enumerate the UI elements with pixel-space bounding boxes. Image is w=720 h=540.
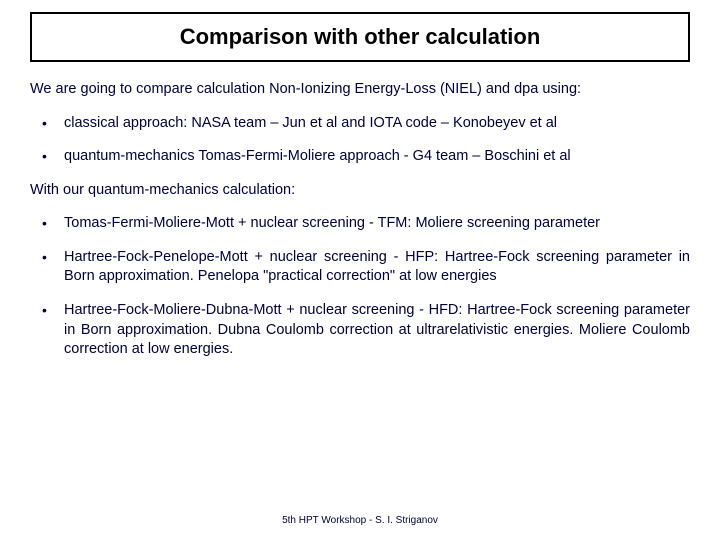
bullet-text: Tomas-Fermi-Moliere-Mott + nuclear scree… [64,214,690,234]
bullet-text: quantum-mechanics Tomas-Fermi-Moliere ap… [64,147,690,167]
bullet-text: Hartree-Fock-Moliere-Dubna-Mott + nuclea… [64,301,690,360]
bullet-text: Hartree-Fock-Penelope-Mott + nuclear scr… [64,248,690,287]
bullet-item: • Hartree-Fock-Moliere-Dubna-Mott + nucl… [30,301,690,360]
mid-line: With our quantum-mechanics calculation: [30,181,690,201]
slide-body: We are going to compare calculation Non-… [30,80,690,374]
bullet-text: classical approach: NASA team – Jun et a… [64,114,690,134]
bullet-item: • quantum-mechanics Tomas-Fermi-Moliere … [30,147,690,167]
bullet-marker: • [42,248,64,287]
bullet-marker: • [42,147,64,167]
bullet-marker: • [42,214,64,234]
bullet-marker: • [42,114,64,134]
bullet-item: • Tomas-Fermi-Moliere-Mott + nuclear scr… [30,214,690,234]
slide-title: Comparison with other calculation [42,24,678,50]
bullet-item: • Hartree-Fock-Penelope-Mott + nuclear s… [30,248,690,287]
bullet-item: • classical approach: NASA team – Jun et… [30,114,690,134]
bullet-marker: • [42,301,64,360]
intro-text: We are going to compare calculation Non-… [30,80,690,100]
footer-text: 5th HPT Workshop - S. I. Striganov [0,515,720,526]
title-box: Comparison with other calculation [30,12,690,62]
